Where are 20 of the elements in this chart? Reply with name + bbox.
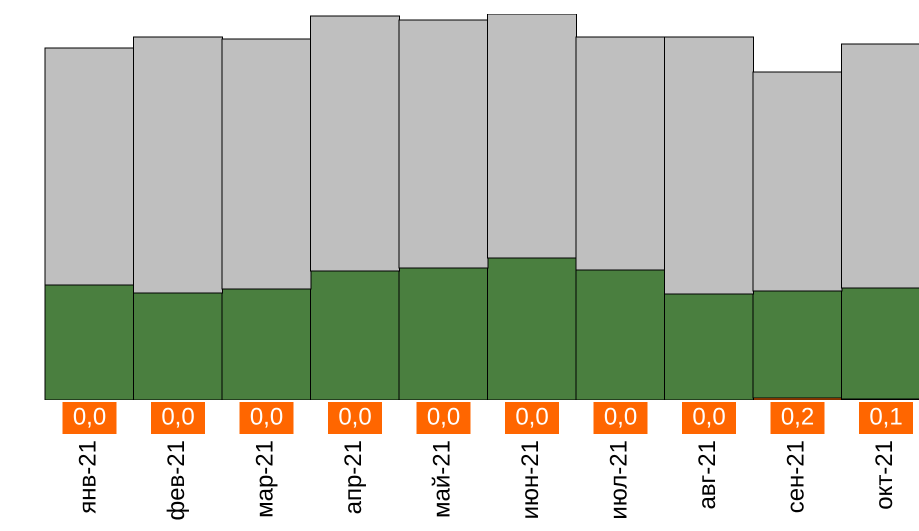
data-label: 0,0 (72, 403, 106, 430)
x-tick-label: июн-21 (517, 440, 544, 520)
data-label: 0,0 (161, 403, 195, 430)
x-tick-label: окт-21 (871, 440, 898, 510)
data-label: 0,0 (250, 403, 284, 430)
x-tick-label: фев-21 (163, 440, 190, 521)
x-tick-label: мар-21 (252, 440, 279, 518)
x-tick-label: июл-21 (606, 440, 633, 520)
x-tick-label: авг-21 (694, 440, 722, 510)
data-label: 0,2 (780, 403, 814, 430)
data-label: 0,0 (604, 403, 638, 430)
x-tick-label: апр-21 (340, 440, 368, 514)
data-label: 0,0 (426, 403, 460, 430)
x-tick-label: янв-21 (74, 440, 102, 514)
x-tick-label: май-21 (428, 440, 456, 518)
data-label: 0,1 (869, 403, 903, 430)
x-tick-label: сен-21 (782, 440, 810, 514)
data-label: 0,0 (515, 403, 549, 430)
data-label: 0,0 (338, 403, 372, 430)
data-label: 0,0 (692, 403, 726, 430)
